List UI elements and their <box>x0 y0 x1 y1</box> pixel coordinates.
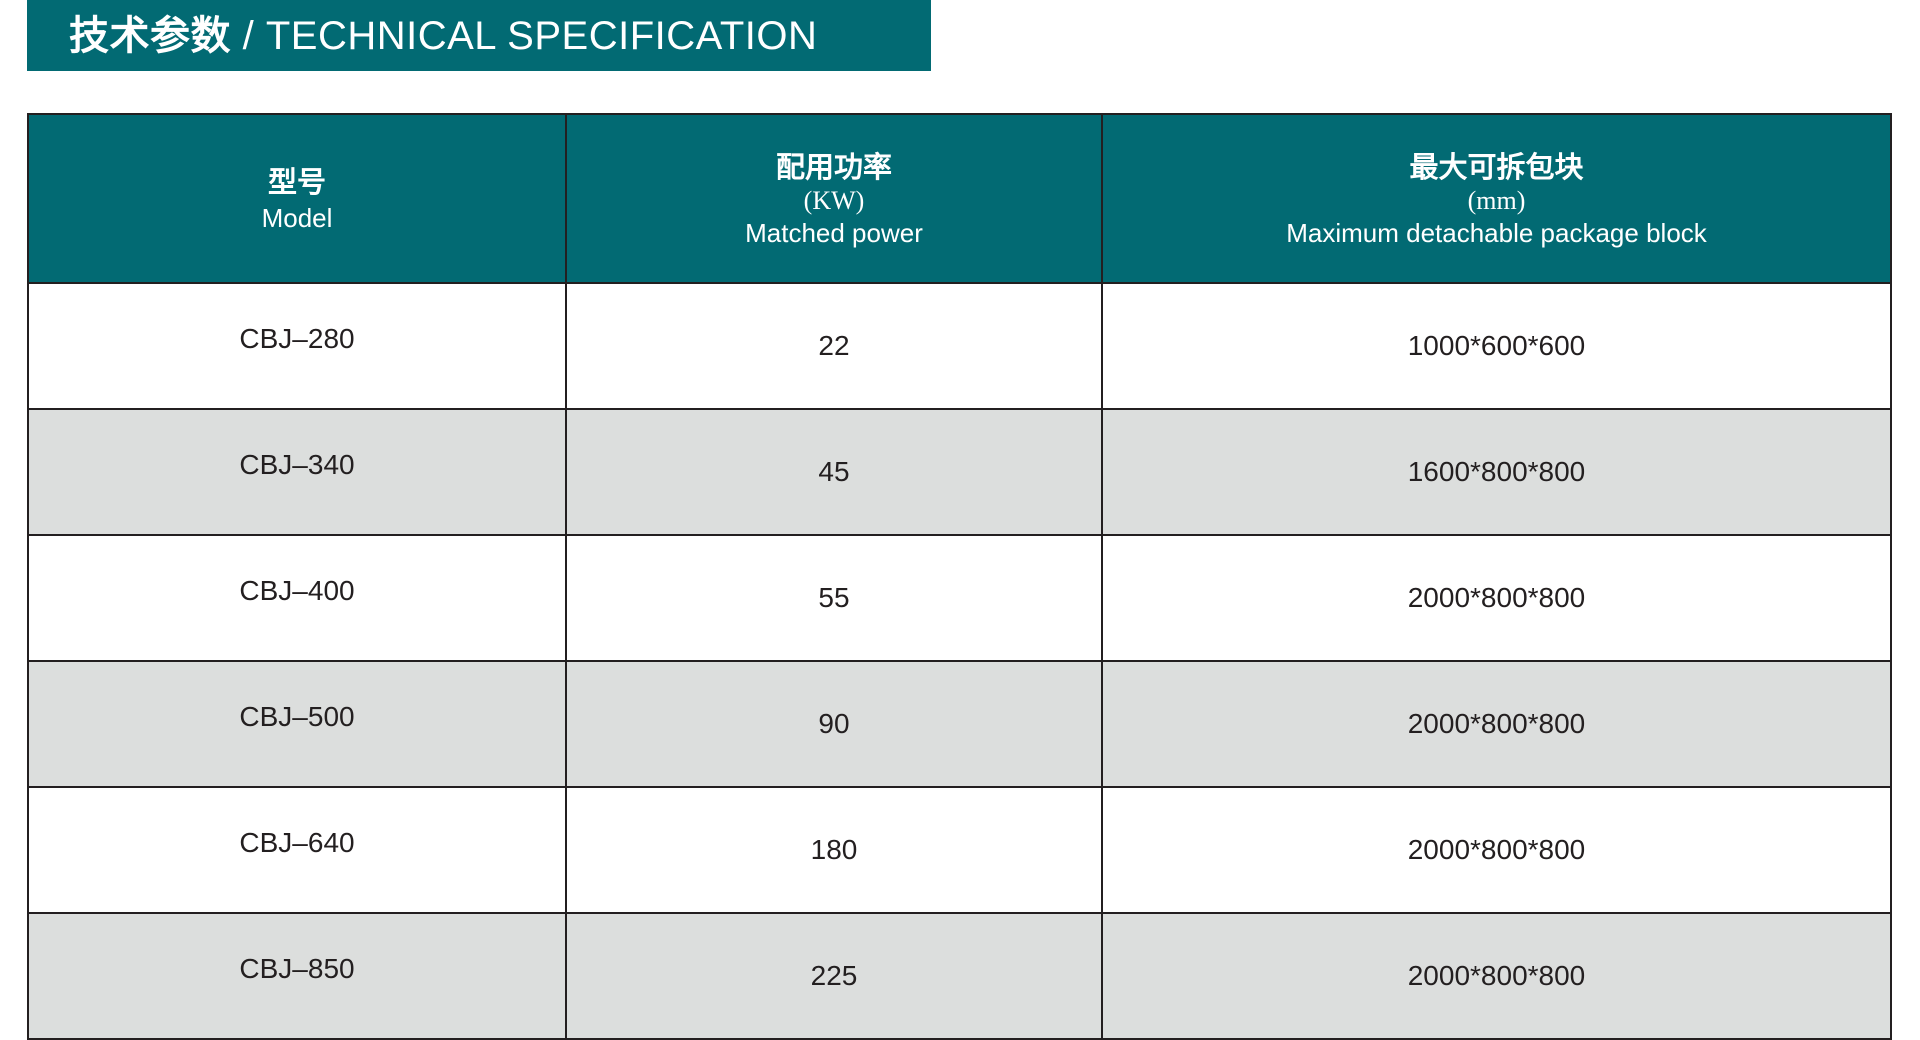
header-block: 最大可拆包块 (mm) Maximum detachable package b… <box>1101 113 1892 284</box>
header-block-en: Maximum detachable package block <box>1286 217 1707 248</box>
model-cell: CBJ–500 <box>27 660 567 788</box>
table-row: CBJ–280 22 1000*600*600 <box>27 282 1892 410</box>
header-model-zh: 型号 <box>267 164 326 199</box>
power-cell: 45 <box>565 408 1103 536</box>
block-cell: 2000*800*800 <box>1101 786 1892 914</box>
block-cell: 1600*800*800 <box>1101 408 1892 536</box>
header-power: 配用功率 (KW) Matched power <box>565 113 1103 284</box>
model-cell: CBJ–280 <box>27 282 567 410</box>
block-cell: 1000*600*600 <box>1101 282 1892 410</box>
model-cell: CBJ–850 <box>27 912 567 1040</box>
model-cell: CBJ–640 <box>27 786 567 914</box>
table-header-row: 型号 Model 配用功率 (KW) Matched power 最大可拆包块 … <box>27 113 1892 284</box>
table-row: CBJ–340 45 1600*800*800 <box>27 408 1892 536</box>
header-power-en: Matched power <box>745 217 923 248</box>
power-cell: 22 <box>565 282 1103 410</box>
table-row: CBJ–500 90 2000*800*800 <box>27 660 1892 788</box>
title-separator: / <box>231 14 266 58</box>
header-model: 型号 Model <box>27 113 567 284</box>
header-power-zh: 配用功率 <box>775 149 892 184</box>
power-cell: 90 <box>565 660 1103 788</box>
model-cell: CBJ–340 <box>27 408 567 536</box>
table-row: CBJ–850 225 2000*800*800 <box>27 912 1892 1040</box>
title-en: TECHNICAL SPECIFICATION <box>265 14 818 58</box>
table-row: CBJ–640 180 2000*800*800 <box>27 786 1892 914</box>
block-cell: 2000*800*800 <box>1101 912 1892 1040</box>
header-block-zh: 最大可拆包块 <box>1409 149 1584 184</box>
spec-table: 型号 Model 配用功率 (KW) Matched power 最大可拆包块 … <box>27 113 1892 1040</box>
table-row: CBJ–400 55 2000*800*800 <box>27 534 1892 662</box>
header-model-en: Model <box>261 202 333 233</box>
header-block-unit: (mm) <box>1467 185 1526 215</box>
header-power-unit: (KW) <box>803 185 865 215</box>
block-cell: 2000*800*800 <box>1101 660 1892 788</box>
block-cell: 2000*800*800 <box>1101 534 1892 662</box>
model-cell: CBJ–400 <box>27 534 567 662</box>
power-cell: 55 <box>565 534 1103 662</box>
power-cell: 180 <box>565 786 1103 914</box>
page-title: 技术参数 / TECHNICAL SPECIFICATION <box>27 0 931 71</box>
power-cell: 225 <box>565 912 1103 1040</box>
title-zh: 技术参数 <box>69 12 231 59</box>
